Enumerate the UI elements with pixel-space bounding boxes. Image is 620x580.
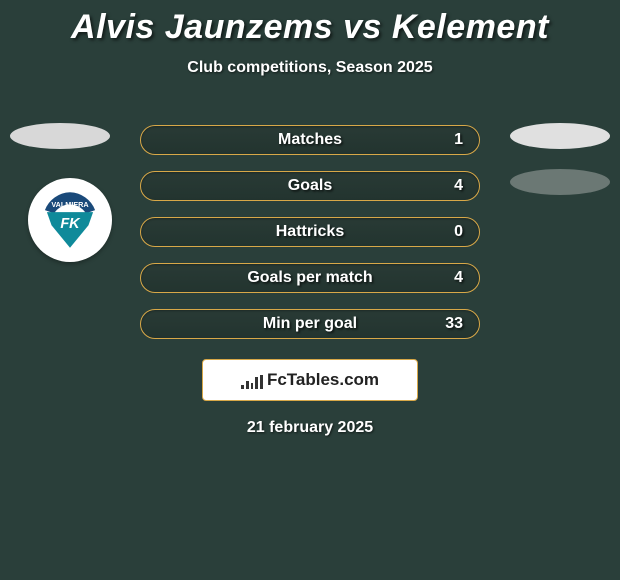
subtitle: Club competitions, Season 2025 bbox=[0, 59, 620, 77]
stat-label: Hattricks bbox=[276, 223, 344, 241]
player-left-avatar-placeholder bbox=[10, 123, 110, 149]
club-badge-icon: VALMIERA FK bbox=[37, 187, 103, 253]
stat-row: Min per goal 33 bbox=[0, 301, 620, 347]
bar-seg bbox=[260, 375, 263, 389]
svg-text:FK: FK bbox=[60, 216, 81, 232]
club-badge-left: VALMIERA FK bbox=[28, 178, 112, 262]
svg-text:VALMIERA: VALMIERA bbox=[51, 200, 89, 209]
player-right-club-placeholder bbox=[510, 169, 610, 195]
bar-seg bbox=[255, 377, 258, 389]
stats-comparison-card: Alvis Jaunzems vs Kelement Club competit… bbox=[0, 0, 620, 437]
brand-link[interactable]: FcTables.com bbox=[202, 359, 418, 401]
stat-value: 1 bbox=[454, 131, 463, 149]
bar-seg bbox=[241, 385, 244, 389]
date-text: 21 february 2025 bbox=[0, 419, 620, 437]
stat-row: Goals per match 4 bbox=[0, 255, 620, 301]
stat-label: Goals bbox=[288, 177, 332, 195]
stat-label: Goals per match bbox=[247, 269, 372, 287]
player-right-avatar-placeholder bbox=[510, 123, 610, 149]
stat-value: 4 bbox=[454, 177, 463, 195]
stat-row: Matches 1 bbox=[0, 117, 620, 163]
brand-text: FcTables.com bbox=[267, 370, 379, 390]
stat-value: 0 bbox=[454, 223, 463, 241]
stat-bar-matches: Matches 1 bbox=[140, 125, 480, 155]
stat-bar-gpm: Goals per match 4 bbox=[140, 263, 480, 293]
bar-chart-icon bbox=[241, 371, 263, 389]
bar-seg bbox=[251, 383, 254, 389]
stat-label: Matches bbox=[278, 131, 342, 149]
stat-bar-goals: Goals 4 bbox=[140, 171, 480, 201]
bar-seg bbox=[246, 381, 249, 389]
page-title: Alvis Jaunzems vs Kelement bbox=[0, 8, 620, 47]
stat-label: Min per goal bbox=[263, 315, 357, 333]
stat-value: 4 bbox=[454, 269, 463, 287]
stat-value: 33 bbox=[445, 315, 463, 333]
stat-bar-hattricks: Hattricks 0 bbox=[140, 217, 480, 247]
stat-bar-mpg: Min per goal 33 bbox=[140, 309, 480, 339]
